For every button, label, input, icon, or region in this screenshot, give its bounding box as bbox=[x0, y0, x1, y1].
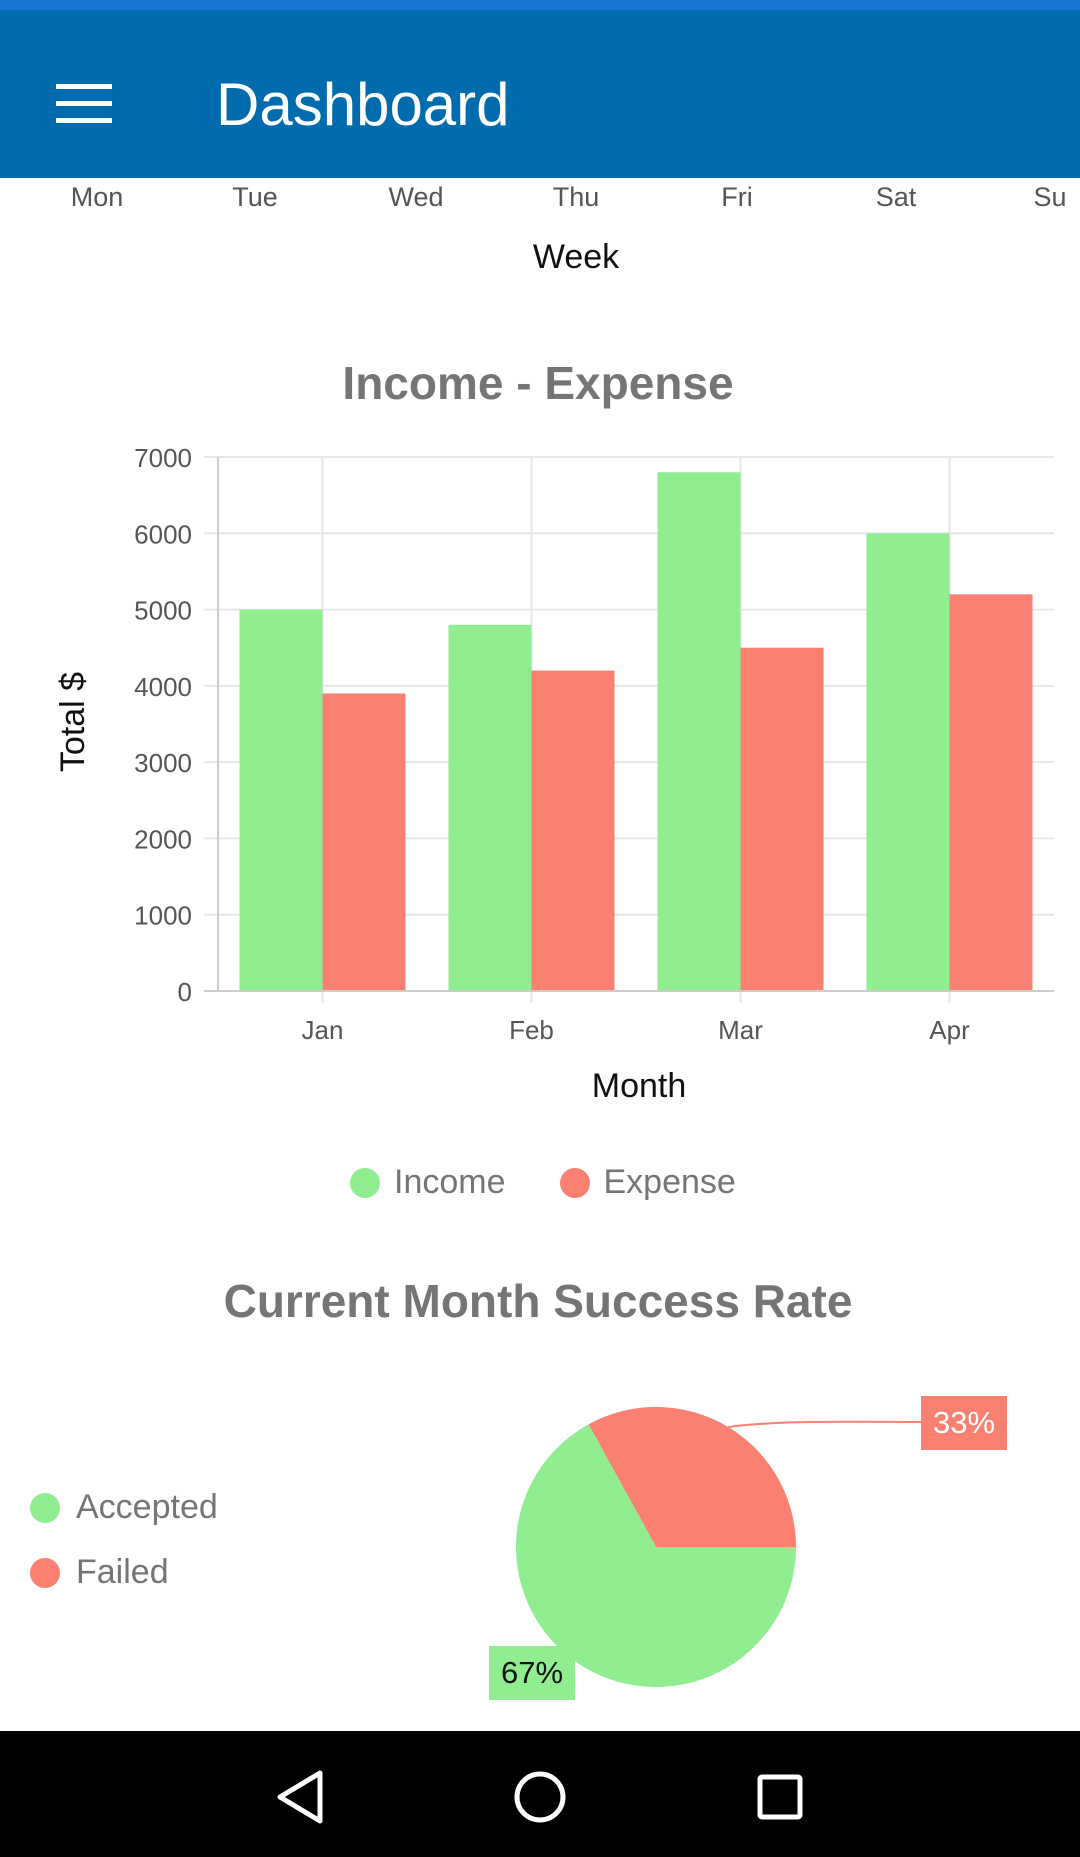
legend-accepted-dot bbox=[30, 1492, 60, 1523]
legend-failed: Failed bbox=[30, 1553, 169, 1592]
x-axis-title: Month bbox=[592, 1067, 687, 1105]
x-tick-label: Mar bbox=[718, 1015, 763, 1045]
legend-accepted: Accepted bbox=[30, 1488, 218, 1527]
bar-chart-bars bbox=[239, 472, 1033, 991]
legend-income-dot bbox=[350, 1167, 380, 1198]
legend-expense-dot bbox=[559, 1167, 590, 1198]
y-axis-title: Total $ bbox=[54, 672, 92, 772]
pie-label-failed: 33% bbox=[921, 1396, 1008, 1450]
bar-expense-mar[interactable] bbox=[740, 647, 824, 991]
y-tick-label: 5000 bbox=[134, 596, 192, 626]
bar-income-jan[interactable] bbox=[239, 609, 323, 991]
week-tick-label: Fri bbox=[721, 182, 753, 212]
menu-button[interactable] bbox=[40, 60, 128, 148]
week-axis-title: Week bbox=[532, 238, 620, 276]
back-triangle-icon bbox=[277, 1770, 323, 1824]
x-tick-label: Jan bbox=[302, 1015, 344, 1045]
week-tick-label: Su bbox=[1033, 182, 1067, 212]
bar-income-mar[interactable] bbox=[657, 472, 741, 991]
pie-chart-title: Current Month Success Rate bbox=[223, 1275, 853, 1327]
nav-home-button[interactable] bbox=[492, 1749, 588, 1845]
pie-label-accepted: 67% bbox=[489, 1646, 576, 1700]
hamburger-menu-icon bbox=[56, 84, 112, 123]
nav-back-button[interactable] bbox=[254, 1749, 350, 1845]
week-tick-label: Mon bbox=[70, 182, 124, 212]
bar-income-feb[interactable] bbox=[448, 624, 532, 991]
week-chart-partial: Mon Tue Wed Thu Fri Sat Su Week bbox=[0, 178, 1080, 288]
x-tick-label: Apr bbox=[929, 1015, 970, 1045]
bar-chart-labels: 0 1000 2000 3000 4000 5000 6000 7000 Jan Feb Mar Ap… bbox=[54, 443, 970, 1105]
legend-accepted-label: Accepted bbox=[76, 1488, 218, 1526]
y-tick-label: 3000 bbox=[134, 748, 192, 778]
pie-slice-accepted[interactable] bbox=[516, 1424, 796, 1687]
y-tick-label: 1000 bbox=[134, 901, 192, 931]
bar-chart-axes bbox=[204, 457, 1054, 992]
pie-chart-legend: Accepted Failed bbox=[30, 1488, 218, 1592]
income-expense-bar-chart: 0 1000 2000 3000 4000 5000 6000 7000 Jan Feb Mar Ap… bbox=[54, 443, 1054, 1105]
x-tick-label: Feb bbox=[509, 1015, 554, 1045]
recents-square-icon bbox=[757, 1774, 803, 1820]
success-rate-pie-chart bbox=[516, 1407, 923, 1687]
page-title: Dashboard bbox=[216, 71, 510, 138]
home-circle-icon bbox=[514, 1771, 566, 1823]
bar-expense-jan[interactable] bbox=[322, 693, 406, 991]
bar-chart-title: Income - Expense bbox=[342, 357, 734, 409]
y-tick-label: 2000 bbox=[134, 824, 192, 854]
legend-income-label: Income bbox=[394, 1163, 506, 1201]
y-tick-label: 0 bbox=[178, 977, 192, 1007]
week-tick-label: Thu bbox=[552, 182, 600, 212]
y-tick-label: 6000 bbox=[134, 519, 192, 549]
legend-failed-dot bbox=[30, 1557, 60, 1588]
week-tick-label: Tue bbox=[232, 182, 278, 212]
week-tick-label: Sat bbox=[875, 182, 917, 212]
pie-leader-line-failed bbox=[727, 1420, 923, 1428]
bar-income-apr[interactable] bbox=[866, 533, 950, 991]
nav-recents-button[interactable] bbox=[732, 1749, 828, 1845]
bar-expense-apr[interactable] bbox=[949, 594, 1033, 991]
status-bar-strip bbox=[0, 0, 1080, 10]
y-tick-label: 4000 bbox=[134, 672, 192, 702]
system-nav-bar bbox=[0, 1731, 1080, 1857]
bar-chart-legend: Income Expense bbox=[350, 1163, 736, 1202]
week-tick-label: Wed bbox=[388, 182, 444, 212]
legend-expense-label: Expense bbox=[603, 1163, 736, 1201]
app-bar: Dashboard bbox=[0, 10, 1080, 178]
y-tick-label: 7000 bbox=[134, 443, 192, 473]
legend-failed-label: Failed bbox=[76, 1553, 169, 1591]
bar-expense-feb[interactable] bbox=[531, 670, 615, 991]
pie-slice-failed[interactable] bbox=[588, 1407, 796, 1547]
